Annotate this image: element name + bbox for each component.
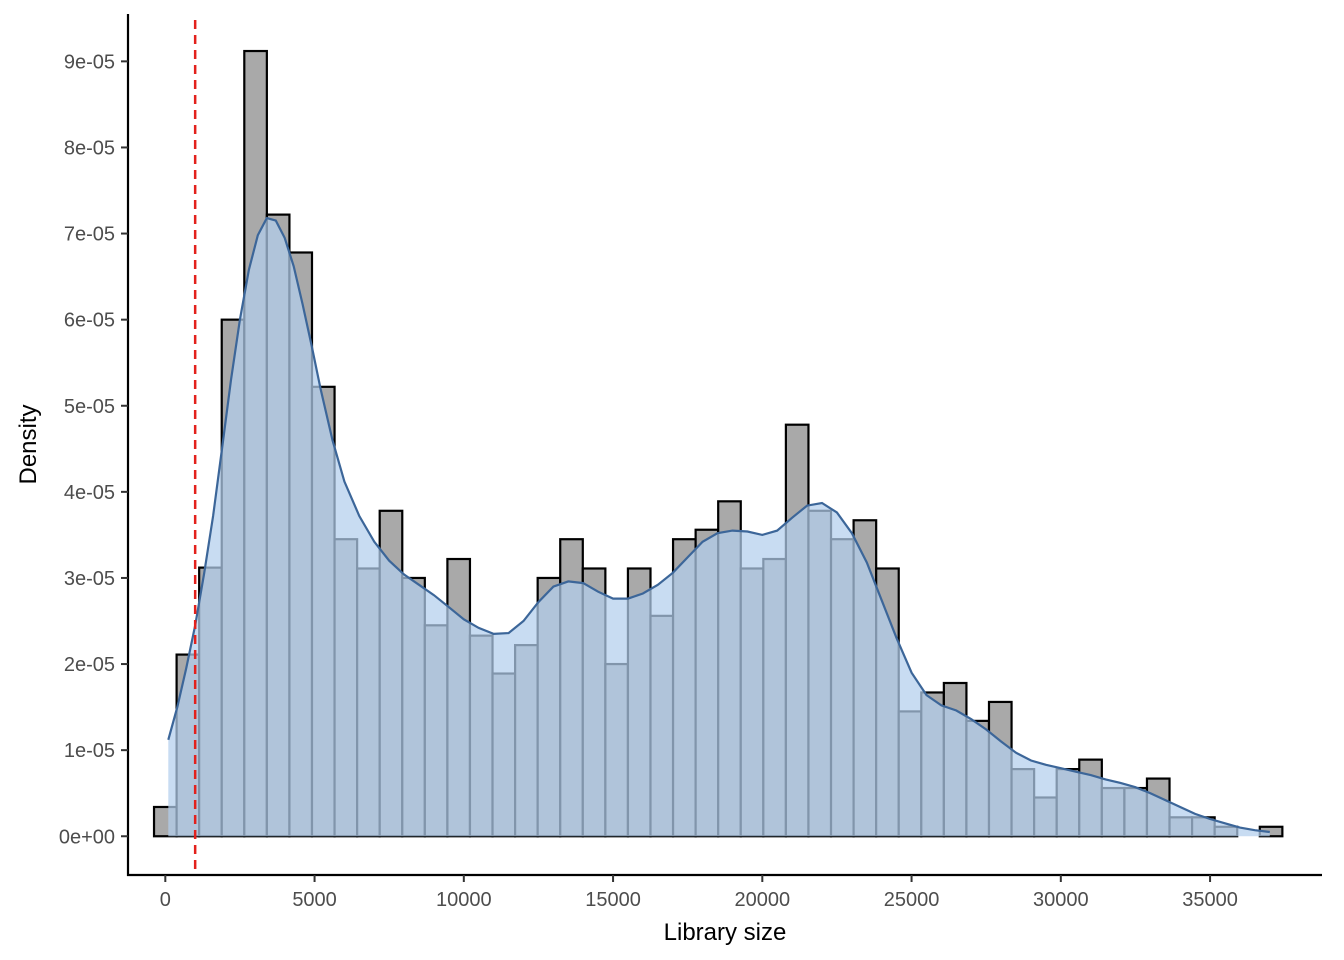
density-curve	[167, 216, 1270, 834]
x-tick-label: 5000	[292, 889, 337, 911]
axes	[126, 14, 1322, 877]
y-tick-label: 1e-05	[64, 740, 115, 762]
density-area	[168, 218, 1270, 837]
y-tick-label: 5e-05	[64, 396, 115, 418]
y-tick-label: 2e-05	[64, 654, 115, 676]
y-axis-title: Density	[15, 404, 42, 484]
y-tick-label: 0e+00	[59, 826, 115, 848]
x-tick-label: 20000	[735, 889, 791, 911]
y-axis-ticks: 0e+00 1e-05 2e-05 3e-05 4e-05 5e-05 6e-05 7e-05…	[59, 51, 128, 848]
y-tick-label: 7e-05	[64, 224, 115, 246]
x-tick-label: 30000	[1033, 889, 1089, 911]
y-tick-label: 4e-05	[64, 482, 115, 504]
density-layer	[167, 216, 1270, 837]
x-tick-label: 25000	[884, 889, 940, 911]
y-tick-label: 8e-05	[64, 137, 115, 159]
x-tick-label: 0	[160, 889, 171, 911]
x-tick-label: 15000	[585, 889, 641, 911]
x-axis-ticks: 0 5000 10000 15000 20000 25000 30000 35000	[160, 875, 1238, 911]
x-axis-title: Library size	[664, 919, 787, 946]
y-tick-label: 6e-05	[64, 310, 115, 332]
y-tick-label: 3e-05	[64, 568, 115, 590]
x-tick-label: 10000	[436, 889, 492, 911]
y-tick-label: 9e-05	[64, 51, 115, 73]
x-tick-label: 35000	[1182, 889, 1238, 911]
